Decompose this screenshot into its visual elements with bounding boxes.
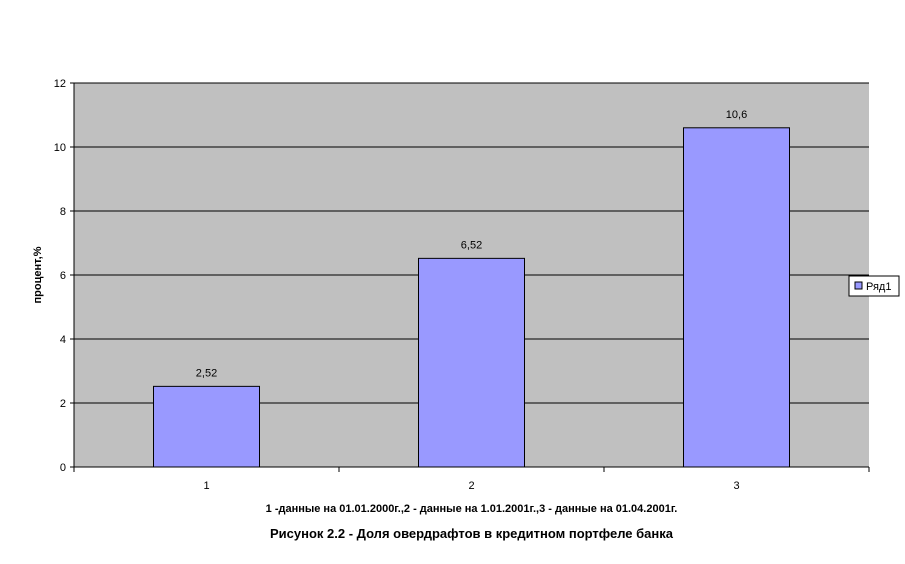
y-tick-label: 4 xyxy=(60,334,66,346)
bars xyxy=(153,127,790,468)
y-tick-label: 8 xyxy=(60,206,66,218)
bar xyxy=(683,127,790,468)
y-tick-label: 0 xyxy=(60,462,66,474)
bar xyxy=(153,385,260,468)
x-tick-label: 3 xyxy=(733,480,739,492)
y-tick-label: 6 xyxy=(60,270,66,282)
data-label: 6,52 xyxy=(461,239,482,251)
y-tick-label: 2 xyxy=(60,398,66,410)
legend-label: Ряд1 xyxy=(866,281,891,293)
y-axis-title: процент,% xyxy=(32,246,44,303)
y-tick-label: 10 xyxy=(54,142,66,154)
data-labels: 2,52 6,52 10,6 xyxy=(196,109,747,380)
legend-swatch xyxy=(854,281,863,290)
data-label: 2,52 xyxy=(196,367,217,379)
data-label: 10,6 xyxy=(726,109,747,121)
x-axis-title: 1 -данные на 01.01.2000г.,2 - данные на … xyxy=(266,503,678,515)
bar xyxy=(418,257,525,468)
y-tick-label: 12 xyxy=(54,78,66,90)
chart-caption: Рисунок 2.2 - Доля овердрафтов в кредитн… xyxy=(270,526,674,541)
legend: Ряд1 xyxy=(848,275,900,297)
x-tick-label: 2 xyxy=(468,480,474,492)
x-tick-label: 1 xyxy=(203,480,209,492)
legend-box xyxy=(848,275,900,297)
